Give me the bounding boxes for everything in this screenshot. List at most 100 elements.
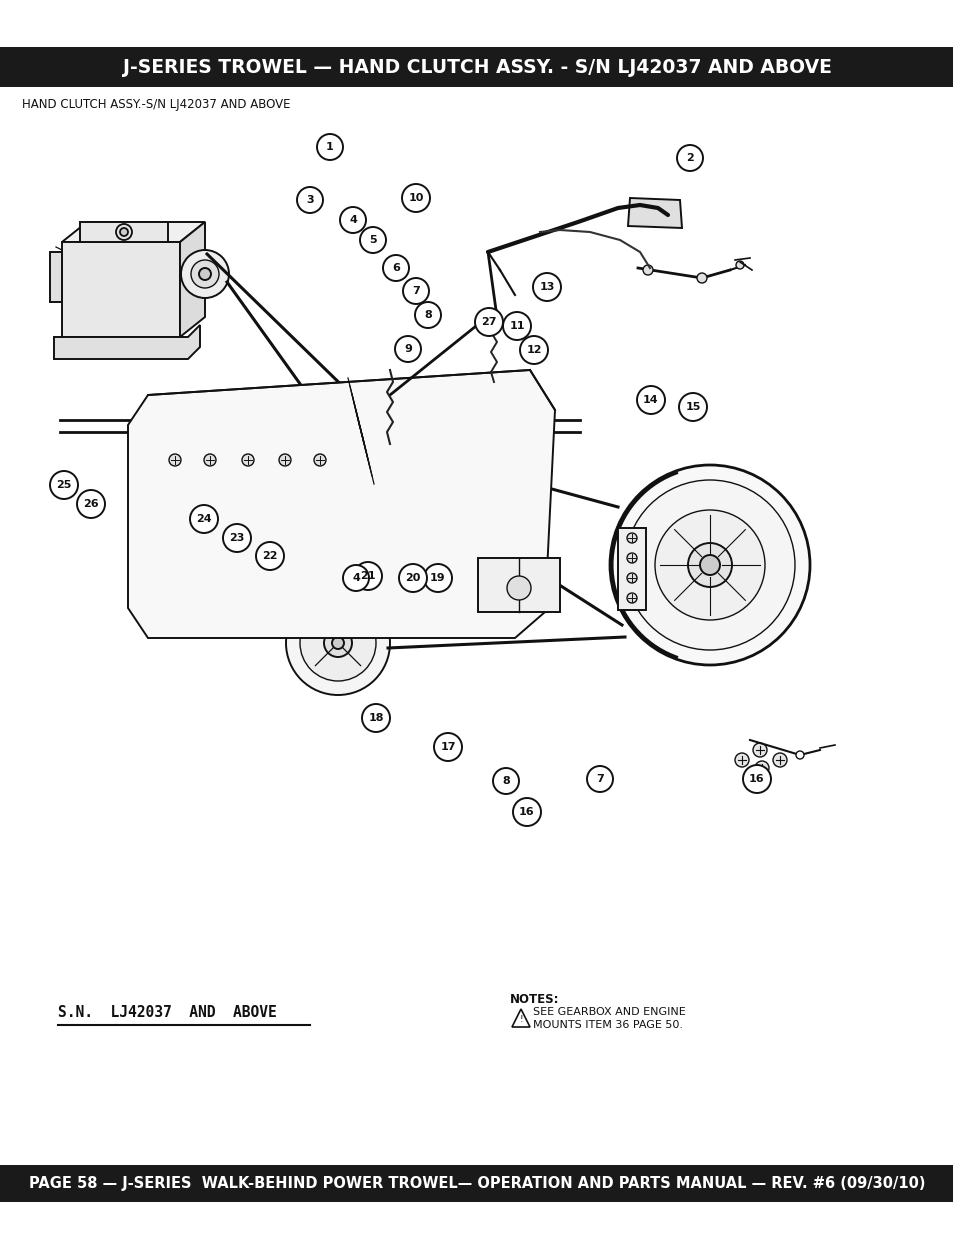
Text: !: ! [518, 1015, 522, 1024]
Polygon shape [627, 198, 681, 228]
Circle shape [199, 268, 211, 280]
Circle shape [626, 534, 637, 543]
Text: 27: 27 [480, 317, 497, 327]
Circle shape [415, 303, 440, 329]
Circle shape [375, 433, 484, 543]
Circle shape [412, 471, 448, 506]
Text: SEE GEARBOX AND ENGINE
MOUNTS ITEM 36 PAGE 50.: SEE GEARBOX AND ENGINE MOUNTS ITEM 36 PA… [533, 1007, 685, 1030]
Text: 12: 12 [526, 345, 541, 354]
Text: 7: 7 [412, 287, 419, 296]
Text: 4: 4 [352, 573, 359, 583]
Polygon shape [128, 370, 555, 638]
Circle shape [339, 207, 366, 233]
Circle shape [223, 524, 251, 552]
Text: NOTES:: NOTES: [510, 993, 558, 1007]
Circle shape [519, 336, 547, 364]
Circle shape [735, 261, 743, 269]
Circle shape [354, 562, 381, 590]
Text: J-SERIES TROWEL — HAND CLUTCH ASSY. - S/N LJ42037 AND ABOVE: J-SERIES TROWEL — HAND CLUTCH ASSY. - S/… [122, 58, 831, 77]
Circle shape [359, 227, 386, 253]
Circle shape [687, 543, 731, 587]
Text: 23: 23 [229, 534, 244, 543]
Circle shape [286, 592, 390, 695]
Circle shape [624, 480, 794, 650]
Circle shape [742, 764, 770, 793]
Circle shape [398, 564, 427, 592]
Text: 21: 21 [360, 571, 375, 580]
Text: 14: 14 [642, 395, 659, 405]
Circle shape [679, 393, 706, 421]
Text: 11: 11 [509, 321, 524, 331]
Polygon shape [236, 406, 273, 416]
Circle shape [191, 261, 219, 288]
Circle shape [533, 273, 560, 301]
Circle shape [423, 564, 452, 592]
Circle shape [626, 593, 637, 603]
Circle shape [434, 734, 461, 761]
Circle shape [697, 273, 706, 283]
Circle shape [626, 573, 637, 583]
Text: 6: 6 [392, 263, 399, 273]
Text: 10: 10 [408, 193, 423, 203]
Text: HAND CLUTCH ASSY.-S/N LJ42037 AND ABOVE: HAND CLUTCH ASSY.-S/N LJ42037 AND ABOVE [22, 98, 291, 111]
Polygon shape [62, 242, 180, 337]
Polygon shape [236, 438, 273, 448]
Circle shape [700, 555, 720, 576]
Text: 8: 8 [501, 776, 509, 785]
Bar [0, 1165, 953, 1202]
Circle shape [382, 254, 409, 282]
Text: 3: 3 [306, 195, 314, 205]
Circle shape [795, 751, 803, 760]
Circle shape [513, 798, 540, 826]
Circle shape [234, 410, 274, 450]
Circle shape [395, 336, 420, 362]
Text: 24: 24 [196, 514, 212, 524]
Text: 15: 15 [684, 403, 700, 412]
Circle shape [493, 768, 518, 794]
Text: 5: 5 [369, 235, 376, 245]
Text: 16: 16 [748, 774, 764, 784]
Circle shape [637, 387, 664, 414]
Text: 13: 13 [538, 282, 554, 291]
Polygon shape [236, 414, 273, 424]
Circle shape [255, 542, 284, 571]
Circle shape [609, 466, 809, 664]
Circle shape [223, 398, 287, 462]
Circle shape [242, 454, 253, 466]
Text: 2: 2 [685, 153, 693, 163]
Text: 9: 9 [404, 345, 412, 354]
Circle shape [116, 224, 132, 240]
Circle shape [626, 553, 637, 563]
Circle shape [772, 753, 786, 767]
Circle shape [421, 480, 437, 496]
Text: S.N.  LJ42037  AND  ABOVE: S.N. LJ42037 AND ABOVE [58, 1005, 276, 1020]
Text: 25: 25 [56, 480, 71, 490]
Polygon shape [62, 222, 205, 242]
Circle shape [475, 308, 502, 336]
Circle shape [343, 564, 369, 592]
Circle shape [401, 184, 430, 212]
Polygon shape [236, 422, 273, 432]
Circle shape [586, 766, 613, 792]
Polygon shape [236, 390, 273, 400]
Text: PAGE 58 — J-SERIES  WALK-BEHIND POWER TROWEL— OPERATION AND PARTS MANUAL — REV. : PAGE 58 — J-SERIES WALK-BEHIND POWER TRO… [29, 1176, 924, 1191]
Circle shape [314, 454, 326, 466]
Circle shape [754, 761, 768, 776]
Circle shape [655, 510, 764, 620]
Circle shape [299, 605, 375, 680]
Circle shape [390, 448, 470, 529]
Circle shape [734, 753, 748, 767]
Polygon shape [236, 398, 273, 408]
Circle shape [50, 471, 78, 499]
Polygon shape [54, 325, 200, 359]
Circle shape [502, 312, 531, 340]
Circle shape [361, 704, 390, 732]
Circle shape [316, 135, 343, 161]
Bar [618, 529, 645, 610]
Circle shape [77, 490, 105, 517]
Polygon shape [180, 222, 205, 337]
Text: 26: 26 [83, 499, 99, 509]
Circle shape [402, 278, 429, 304]
Circle shape [278, 454, 291, 466]
Circle shape [204, 454, 215, 466]
